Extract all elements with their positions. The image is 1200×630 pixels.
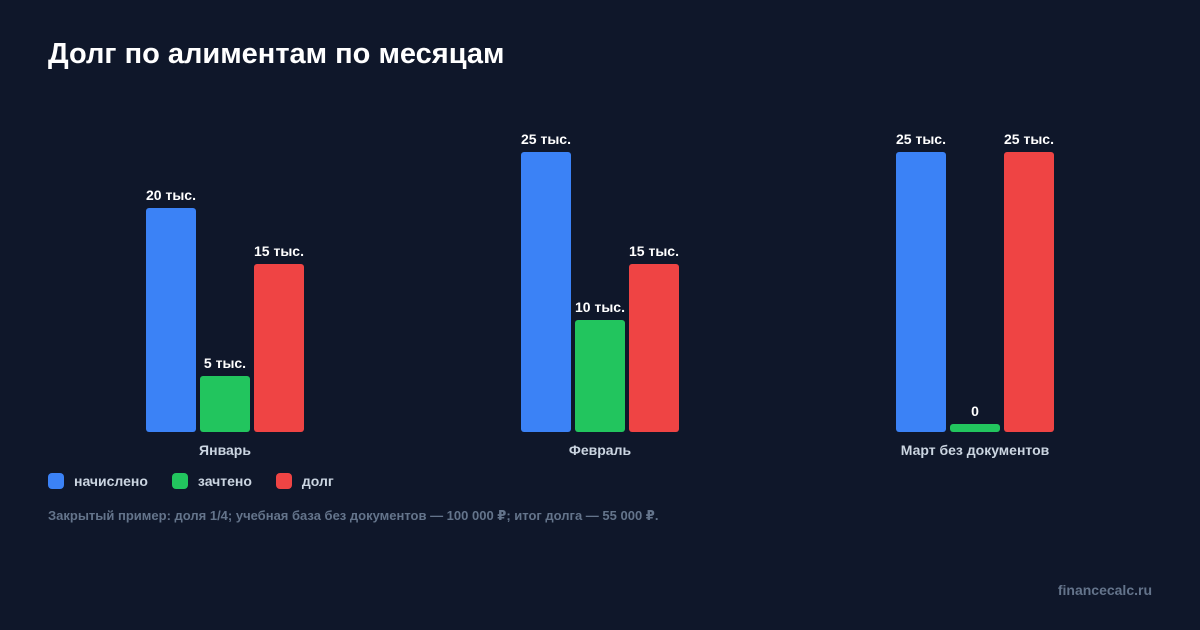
category-label-2: Март без документов	[901, 442, 1050, 458]
category-label-1: Февраль	[569, 442, 632, 458]
bar-1-2	[950, 424, 1000, 432]
bar-2-2	[1004, 152, 1054, 432]
data-label-1-1: 10 тыс.	[575, 299, 625, 315]
bar-1-0	[200, 376, 250, 432]
data-label-2-1: 15 тыс.	[629, 243, 679, 259]
legend-label-debt: долг	[301, 473, 334, 489]
watermark: financecalc.ru	[1057, 582, 1152, 598]
data-label-2-0: 15 тыс.	[254, 243, 304, 259]
footnote: Закрытый пример: доля 1/4; учебная база …	[48, 508, 659, 523]
bar-2-0	[254, 264, 304, 432]
legend-label-credited: зачтено	[197, 473, 252, 489]
legend-swatch-debt	[275, 473, 292, 489]
data-label-1-2: 0	[971, 403, 979, 419]
bar-chart: 20 тыс. 5 тыс. 15 тыс. Январь 25 тыс. 10 тыс.…	[146, 131, 1054, 458]
bar-0-1	[521, 152, 571, 432]
bar-1-1	[575, 320, 625, 432]
legend-swatch-credited	[171, 473, 188, 489]
category-label-0: Январь	[199, 442, 251, 458]
chart-title: Долг по алиментам по месяцам	[48, 38, 505, 70]
legend-item-accrued: начислено	[48, 473, 148, 489]
data-label-0-1: 25 тыс.	[521, 131, 571, 147]
bar-0-2	[896, 152, 946, 432]
legend-label-accrued: начислено	[74, 473, 148, 489]
data-label-1-0: 5 тыс.	[204, 355, 246, 371]
data-label-0-0: 20 тыс.	[146, 187, 196, 203]
data-label-0-2: 25 тыс.	[896, 131, 946, 147]
legend-item-credited: зачтено	[171, 473, 252, 489]
legend-item-debt: долг	[275, 473, 334, 489]
data-label-2-2: 25 тыс.	[1004, 131, 1054, 147]
legend: начислено зачтено долг	[48, 473, 358, 489]
bar-0-0	[146, 208, 196, 432]
legend-swatch-accrued	[48, 473, 64, 489]
bar-2-1	[629, 264, 679, 432]
